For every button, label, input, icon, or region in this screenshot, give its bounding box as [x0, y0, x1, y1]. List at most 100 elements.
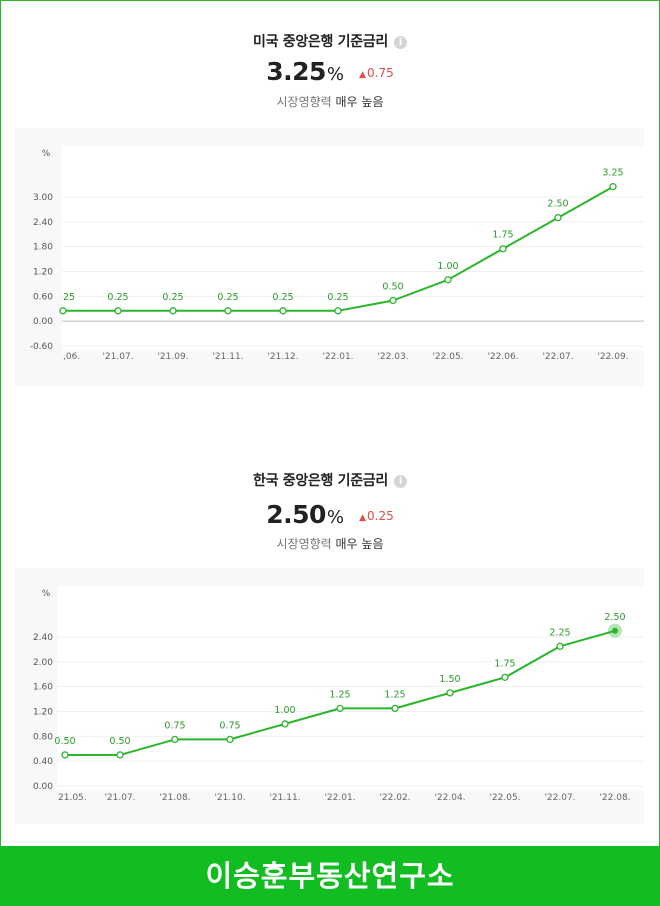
- y-tick-label: 1.20: [33, 268, 53, 278]
- us-rate-value: 3.25: [266, 57, 326, 86]
- x-tick-label: '22.06.: [487, 352, 518, 362]
- data-label: 1.00: [437, 261, 458, 272]
- kr-rate-chart: % 2.40 2.00 1.60 1.20 0.80 0.40 0.00 21.05. '21.0…: [15, 568, 644, 824]
- data-point: [499, 245, 507, 253]
- kr-rate-row: 2.50% ▲0.25: [0, 500, 660, 529]
- data-label: 2.25: [549, 627, 570, 638]
- x-tick-label: '21.10.: [214, 793, 245, 803]
- y-tick-label: 0.00: [33, 317, 53, 327]
- kr-rate-value: 2.50: [266, 500, 326, 529]
- x-tick-label: '22.09.: [597, 352, 628, 362]
- us-impact-value: 매우 높음: [335, 95, 384, 109]
- y-tick-label: 0.60: [33, 292, 53, 302]
- us-rate-chart: % 3.00 2.40 1.80 1.20 0.60 0.00 -0.60 ,06. '21.07…: [15, 128, 644, 386]
- plot-area: [57, 586, 644, 790]
- y-tick-label: 0.80: [33, 732, 53, 742]
- data-point: [224, 307, 232, 315]
- data-point: [389, 296, 397, 305]
- kr-impact-value: 매우 높음: [335, 537, 384, 551]
- data-label: 1.75: [494, 658, 515, 669]
- data-label: 3.25: [602, 168, 623, 179]
- us-rate-row: 3.25% ▲0.75: [0, 57, 660, 86]
- kr-rate-title-row: 한국 중앙은행 기준금리 i: [0, 470, 660, 490]
- x-tick-label: '22.01.: [322, 352, 353, 362]
- data-point: [281, 720, 289, 728]
- data-point: [444, 276, 452, 284]
- data-label: 25: [63, 292, 75, 303]
- data-label: 1.25: [384, 689, 405, 700]
- data-label: 0.50: [109, 736, 130, 747]
- x-tick-label: '22.04.: [434, 793, 465, 803]
- y-unit-label: %: [42, 589, 51, 599]
- data-point: [226, 735, 234, 744]
- data-point: [609, 183, 617, 191]
- data-label: 1.50: [439, 674, 460, 685]
- data-label: 1.75: [492, 230, 513, 241]
- us-rate-chart-svg: % 3.00 2.40 1.80 1.20 0.60 0.00 -0.60 ,06. '21.07…: [30, 146, 644, 362]
- kr-rate-unit: %: [326, 507, 345, 528]
- up-triangle-icon: ▲: [359, 513, 367, 523]
- data-label: 0.50: [382, 281, 403, 292]
- x-tick-label: 21.05.: [58, 793, 87, 803]
- x-tick-label: '22.01.: [324, 793, 355, 803]
- data-point: [279, 307, 287, 315]
- kr-rate-delta-value: 0.25: [367, 509, 394, 523]
- kr-impact-row: 시장영향력 매우 높음: [0, 535, 660, 552]
- y-tick-label: 0.40: [33, 757, 53, 767]
- us-impact-row: 시장영향력 매우 높음: [0, 93, 660, 110]
- x-tick-label: '22.03.: [377, 352, 408, 362]
- x-tick-label: '21.12.: [267, 352, 298, 362]
- x-tick-label: '22.02.: [379, 793, 410, 803]
- data-point: [59, 307, 67, 315]
- y-tick-label: 0.00: [33, 782, 53, 792]
- data-point: [169, 307, 177, 315]
- x-tick-label: ,06.: [63, 352, 80, 362]
- data-label: 2.50: [604, 612, 625, 623]
- brand-banner: 이승훈부동산연구소: [0, 846, 660, 906]
- up-triangle-icon: ▲: [359, 70, 367, 80]
- y-tick-label: -0.60: [30, 342, 54, 352]
- data-label: 0.25: [107, 292, 128, 303]
- x-tick-label: '22.05.: [432, 352, 463, 362]
- us-rate-unit: %: [326, 64, 345, 85]
- x-tick-label: '21.07.: [102, 352, 133, 362]
- y-tick-label: 1.60: [33, 683, 53, 693]
- kr-impact-label: 시장영향력: [276, 537, 332, 551]
- data-label: 0.25: [272, 292, 293, 303]
- data-label: 0.25: [162, 292, 183, 303]
- data-label: 0.25: [327, 292, 348, 303]
- kr-rate-chart-svg: % 2.40 2.00 1.60 1.20 0.80 0.40 0.00 21.05. '21.0…: [33, 586, 644, 803]
- y-tick-label: 3.00: [33, 193, 53, 203]
- data-point: [116, 751, 124, 759]
- y-unit-label: %: [42, 149, 51, 159]
- data-point: [501, 673, 509, 682]
- x-tick-label: '21.09.: [157, 352, 188, 362]
- us-rate-delta-value: 0.75: [367, 66, 394, 80]
- info-icon[interactable]: i: [393, 36, 407, 49]
- y-tick-label: 1.20: [33, 708, 53, 718]
- x-tick-label: '22.07.: [544, 793, 575, 803]
- data-point: [171, 735, 179, 744]
- x-tick-label: '21.11.: [269, 793, 300, 803]
- x-tick-label: '22.08.: [599, 793, 630, 803]
- data-label: 0.75: [219, 720, 240, 731]
- data-label: 1.00: [274, 705, 295, 716]
- info-icon[interactable]: i: [393, 475, 407, 488]
- x-tick-label: '22.07.: [542, 352, 573, 362]
- data-point: [114, 307, 122, 315]
- data-label: 0.75: [164, 720, 185, 731]
- x-tick-label: '21.11.: [212, 352, 243, 362]
- data-label: 1.25: [329, 689, 350, 700]
- x-tick-label: '21.08.: [159, 793, 190, 803]
- us-impact-label: 시장영향력: [276, 95, 332, 109]
- y-tick-label: 2.40: [33, 633, 53, 643]
- y-tick-label: 2.00: [33, 658, 53, 668]
- data-label: 0.50: [54, 736, 75, 747]
- data-point: [336, 704, 344, 713]
- kr-rate-delta: ▲0.25: [359, 509, 394, 523]
- data-label: 2.50: [547, 199, 568, 210]
- us-rate-delta: ▲0.75: [359, 66, 394, 80]
- kr-rate-title: 한국 중앙은행 기준금리: [253, 473, 388, 489]
- x-tick-label: '21.07.: [104, 793, 135, 803]
- data-point: [446, 689, 454, 697]
